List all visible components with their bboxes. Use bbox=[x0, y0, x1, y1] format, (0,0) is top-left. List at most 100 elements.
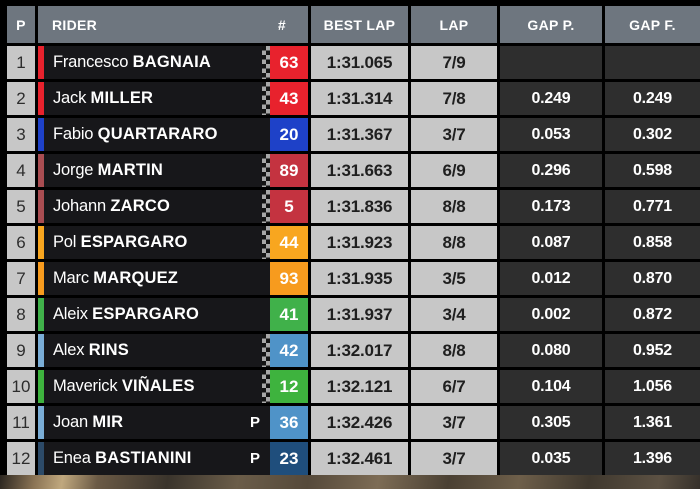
position-cell: 3 bbox=[7, 118, 35, 151]
rider-row[interactable]: Alex RINS 42 bbox=[38, 334, 308, 367]
rider-last-name: BAGNAIA bbox=[132, 53, 212, 71]
rider-first-name: Jorge bbox=[53, 161, 94, 179]
position-cell: 1 bbox=[7, 46, 35, 79]
rider-row[interactable]: Joan MIR P 36 bbox=[38, 406, 308, 439]
independent-team-dots-icon bbox=[262, 82, 270, 115]
gap-first-cell: 0.858 bbox=[605, 226, 700, 259]
rider-row[interactable]: Pol ESPARGARO 44 bbox=[38, 226, 308, 259]
header-best-lap: BEST LAP bbox=[311, 6, 408, 43]
background-photo-strip bbox=[0, 475, 700, 489]
gap-prev-cell bbox=[500, 46, 602, 79]
best-lap-cell: 1:31.937 bbox=[311, 298, 408, 331]
rider-name: Pol ESPARGARO bbox=[53, 233, 262, 252]
rider-last-name: MILLER bbox=[90, 89, 154, 107]
rider-row[interactable]: Marc MARQUEZ 93 bbox=[38, 262, 308, 295]
header-gap-first: GAP F. bbox=[605, 6, 700, 43]
rider-first-name: Fabio bbox=[53, 125, 94, 143]
rider-row[interactable]: Francesco BAGNAIA 63 bbox=[38, 46, 308, 79]
gap-prev-cell: 0.296 bbox=[500, 154, 602, 187]
lap-cell: 3/5 bbox=[411, 262, 497, 295]
team-color-stripe bbox=[38, 190, 44, 223]
team-color-stripe bbox=[38, 262, 44, 295]
rider-last-name: BASTIANINI bbox=[95, 449, 192, 467]
rider-first-name: Pol bbox=[53, 233, 77, 251]
rider-name: Johann ZARCO bbox=[53, 197, 262, 216]
independent-team-dots-icon bbox=[262, 370, 270, 403]
rider-row[interactable]: Jorge MARTIN 89 bbox=[38, 154, 308, 187]
header-rider: RIDER # bbox=[38, 6, 308, 43]
best-lap-cell: 1:32.426 bbox=[311, 406, 408, 439]
header-rider-label: RIDER bbox=[52, 16, 98, 33]
lap-cell: 3/7 bbox=[411, 118, 497, 151]
best-lap-cell: 1:31.923 bbox=[311, 226, 408, 259]
rider-number-badge: 44 bbox=[270, 226, 308, 259]
rider-row[interactable]: Aleix ESPARGARO 41 bbox=[38, 298, 308, 331]
gap-prev-cell: 0.249 bbox=[500, 82, 602, 115]
team-color-stripe bbox=[38, 406, 44, 439]
rider-number-badge: 12 bbox=[270, 370, 308, 403]
best-lap-cell: 1:31.065 bbox=[311, 46, 408, 79]
lap-cell: 8/8 bbox=[411, 190, 497, 223]
gap-prev-cell: 0.305 bbox=[500, 406, 602, 439]
position-cell: 12 bbox=[7, 442, 35, 475]
best-lap-cell: 1:32.121 bbox=[311, 370, 408, 403]
gap-prev-cell: 0.002 bbox=[500, 298, 602, 331]
rider-last-name: RINS bbox=[88, 341, 129, 359]
rider-last-name: ESPARGARO bbox=[80, 233, 188, 251]
lap-cell: 8/8 bbox=[411, 226, 497, 259]
rider-first-name: Joan bbox=[53, 413, 88, 431]
team-color-stripe bbox=[38, 118, 44, 151]
gap-first-cell: 0.872 bbox=[605, 298, 700, 331]
rider-row[interactable]: Johann ZARCO 5 bbox=[38, 190, 308, 223]
lap-cell: 8/8 bbox=[411, 334, 497, 367]
rider-first-name: Alex bbox=[53, 341, 85, 359]
position-cell: 4 bbox=[7, 154, 35, 187]
best-lap-cell: 1:31.935 bbox=[311, 262, 408, 295]
rider-number-badge: 20 bbox=[270, 118, 308, 151]
rider-first-name: Enea bbox=[53, 449, 91, 467]
rider-name: Enea BASTIANINI bbox=[53, 449, 250, 468]
rider-row[interactable]: Jack MILLER 43 bbox=[38, 82, 308, 115]
rider-number-badge: 36 bbox=[270, 406, 308, 439]
gap-first-cell: 0.598 bbox=[605, 154, 700, 187]
header-gap-prev: GAP P. bbox=[500, 6, 602, 43]
timing-table: P RIDER # BEST LAP LAP GAP P. GAP F. 1 F… bbox=[7, 6, 700, 475]
rider-name: Fabio QUARTARARO bbox=[53, 125, 270, 144]
lap-cell: 7/8 bbox=[411, 82, 497, 115]
rider-first-name: Johann bbox=[53, 197, 106, 215]
rider-first-name: Marc bbox=[53, 269, 89, 287]
header-lap: LAP bbox=[411, 6, 497, 43]
gap-first-cell: 1.361 bbox=[605, 406, 700, 439]
team-color-stripe bbox=[38, 298, 44, 331]
lap-cell: 3/7 bbox=[411, 406, 497, 439]
gap-prev-cell: 0.035 bbox=[500, 442, 602, 475]
rider-name: Jorge MARTIN bbox=[53, 161, 262, 180]
position-cell: 5 bbox=[7, 190, 35, 223]
rider-first-name: Aleix bbox=[53, 305, 88, 323]
rider-row[interactable]: Maverick VIÑALES 12 bbox=[38, 370, 308, 403]
team-color-stripe bbox=[38, 82, 44, 115]
rider-last-name: MARQUEZ bbox=[93, 269, 179, 287]
team-color-stripe bbox=[38, 46, 44, 79]
pit-indicator: P bbox=[249, 414, 260, 431]
rider-last-name: VIÑALES bbox=[121, 377, 195, 395]
rider-name: Jack MILLER bbox=[53, 89, 262, 108]
rider-last-name: ESPARGARO bbox=[92, 305, 200, 323]
gap-prev-cell: 0.080 bbox=[500, 334, 602, 367]
pit-indicator: P bbox=[249, 450, 260, 467]
best-lap-cell: 1:31.314 bbox=[311, 82, 408, 115]
gap-first-cell: 1.056 bbox=[605, 370, 700, 403]
rider-name: Francesco BAGNAIA bbox=[53, 53, 262, 72]
lap-cell: 3/7 bbox=[411, 442, 497, 475]
lap-cell: 6/9 bbox=[411, 154, 497, 187]
independent-team-dots-icon bbox=[262, 190, 270, 223]
gap-first-cell: 0.870 bbox=[605, 262, 700, 295]
rider-row[interactable]: Fabio QUARTARARO 20 bbox=[38, 118, 308, 151]
best-lap-cell: 1:31.663 bbox=[311, 154, 408, 187]
rider-row[interactable]: Enea BASTIANINI P 23 bbox=[38, 442, 308, 475]
position-cell: 7 bbox=[7, 262, 35, 295]
independent-team-dots-icon bbox=[262, 226, 270, 259]
position-cell: 8 bbox=[7, 298, 35, 331]
rider-first-name: Francesco bbox=[53, 53, 129, 71]
independent-team-dots-icon bbox=[262, 334, 270, 367]
